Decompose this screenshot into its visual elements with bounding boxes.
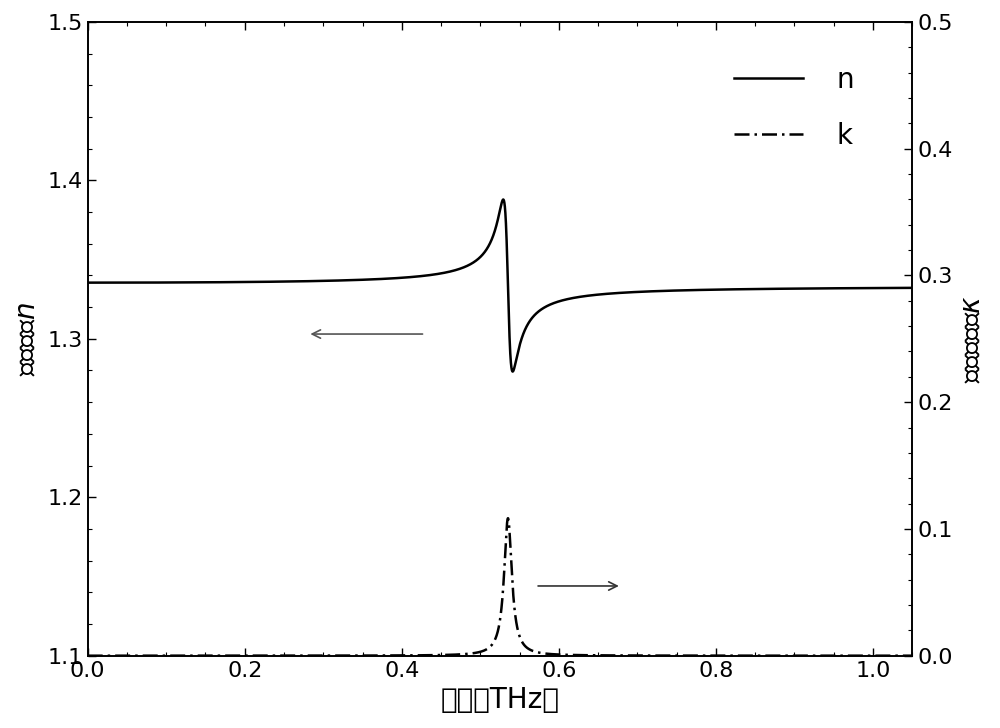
n	[611, 289, 623, 298]
n	[853, 284, 865, 293]
k	[502, 514, 514, 523]
n	[507, 367, 519, 376]
k	[287, 652, 299, 660]
Y-axis label: 消光系数，$\kappa$: 消光系数，$\kappa$	[958, 295, 986, 383]
Line: k: k	[88, 518, 912, 656]
Legend: n, k: n, k	[723, 55, 865, 161]
n	[82, 278, 94, 287]
k	[82, 652, 94, 660]
k	[611, 651, 623, 660]
n	[497, 195, 509, 204]
n	[287, 277, 299, 286]
n	[580, 291, 592, 300]
k	[853, 652, 865, 660]
k	[580, 651, 592, 660]
Y-axis label: 折射率，$n$: 折射率，$n$	[14, 302, 42, 376]
n	[672, 286, 684, 295]
k	[906, 652, 918, 660]
n	[472, 255, 484, 264]
Line: n: n	[88, 199, 912, 371]
n	[906, 283, 918, 292]
X-axis label: 频率（THz）: 频率（THz）	[440, 686, 559, 714]
k	[472, 648, 484, 657]
k	[672, 652, 684, 660]
